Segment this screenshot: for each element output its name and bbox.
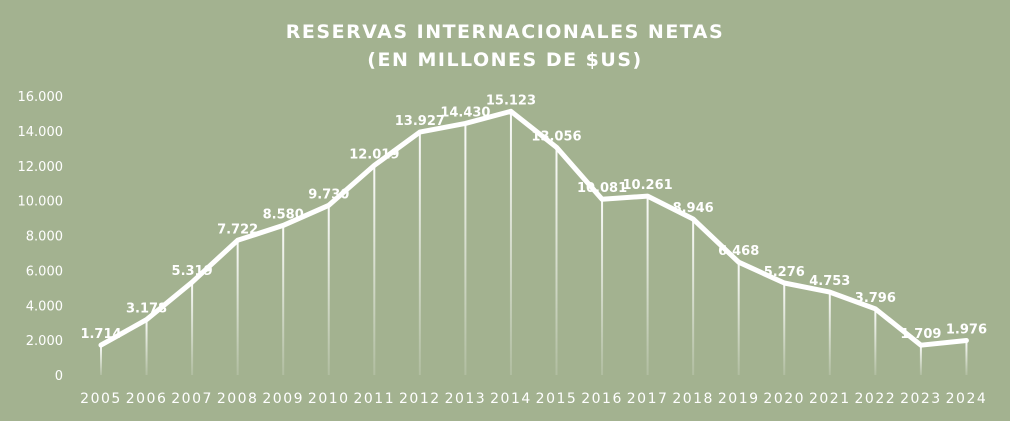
drop-line (145, 319, 148, 375)
data-label: 15.123 (486, 93, 536, 108)
x-tick-label: 2007 (171, 391, 213, 407)
drop-line (282, 225, 285, 375)
x-tick-label: 2024 (946, 391, 988, 407)
data-label: 5.319 (172, 264, 213, 279)
drop-line (509, 111, 512, 375)
chart-title: RESERVAS INTERNACIONALES NETAS (286, 21, 724, 43)
drop-line (418, 132, 421, 375)
x-tick-label: 2021 (809, 391, 851, 407)
y-tick-label: 6.000 (26, 264, 63, 279)
data-label: 4.753 (809, 274, 850, 289)
y-tick-label: 14.000 (18, 125, 64, 140)
data-label: 3.796 (855, 291, 896, 306)
data-label: 5.276 (764, 265, 805, 280)
drop-line (100, 345, 102, 375)
drop-line (646, 196, 649, 375)
y-tick-label: 0 (55, 369, 63, 384)
x-tick-label: 2009 (262, 391, 304, 407)
data-label: 3.178 (126, 302, 167, 317)
y-tick-label: 10.000 (18, 195, 64, 210)
x-tick-label: 2012 (399, 391, 441, 407)
data-label: 1.709 (900, 327, 941, 342)
y-tick-label: 8.000 (26, 230, 63, 245)
data-label: 14.430 (440, 105, 490, 120)
x-tick-label: 2005 (80, 391, 122, 407)
drop-lines (100, 111, 968, 375)
x-tick-label: 2016 (581, 391, 623, 407)
x-tick-label: 2008 (217, 391, 259, 407)
data-label: 1.976 (946, 323, 987, 338)
data-label: 12.019 (349, 147, 399, 162)
data-label: 8.580 (263, 207, 304, 222)
y-tick-label: 12.000 (18, 160, 64, 175)
y-tick-label: 2.000 (26, 334, 63, 349)
drop-line (464, 123, 467, 375)
x-tick-label: 2014 (490, 391, 532, 407)
x-tick-label: 2020 (763, 391, 805, 407)
x-tick-label: 2015 (536, 391, 578, 407)
drop-line (327, 205, 330, 375)
series-group (98, 108, 969, 348)
x-tick-label: 2011 (353, 391, 395, 407)
y-tick-label: 16.000 (18, 90, 64, 105)
chart-subtitle: (EN MILLONES DE $US) (367, 49, 642, 71)
data-label: 13.056 (531, 129, 581, 144)
series-line (98, 108, 969, 348)
x-tick-label: 2019 (718, 391, 760, 407)
x-tick-label: 2018 (672, 391, 714, 407)
drop-line (601, 199, 604, 375)
x-tick-label: 2006 (126, 391, 168, 407)
x-tick-label: 2010 (308, 391, 350, 407)
data-label: 9.730 (308, 187, 349, 202)
x-tick-label: 2022 (855, 391, 897, 407)
x-tick-label: 2017 (627, 391, 669, 407)
data-label: 6.468 (718, 244, 759, 259)
drop-line (737, 262, 740, 375)
data-label: 1.714 (80, 327, 121, 342)
drop-line (919, 345, 922, 375)
x-tick-label: 2013 (445, 391, 487, 407)
y-axis: 0 2.000 4.000 6.000 8.000 10.000 12.000 14.000 1… (18, 90, 64, 384)
x-axis: 2005 2006 2007 2008 2009 2010 2011 2012 2013 2014… (80, 391, 988, 407)
data-label: 10.081 (577, 181, 627, 196)
data-label: 7.722 (217, 222, 258, 237)
drop-line (555, 147, 558, 375)
data-labels: 1.714 3.178 5.319 7.722 8.580 9.730 12.019 13.9… (80, 93, 987, 342)
drop-line (965, 340, 968, 375)
x-tick-label: 2023 (900, 391, 942, 407)
data-label: 10.261 (623, 178, 673, 193)
y-tick-label: 4.000 (26, 299, 63, 314)
drop-line (828, 292, 831, 375)
drop-line (191, 282, 194, 375)
drop-line (783, 282, 786, 375)
data-label: 8.946 (673, 201, 714, 216)
data-label: 13.927 (395, 114, 445, 129)
drop-line (692, 219, 695, 375)
drop-line (373, 165, 376, 375)
drop-line (236, 240, 239, 375)
drop-line (874, 308, 877, 375)
